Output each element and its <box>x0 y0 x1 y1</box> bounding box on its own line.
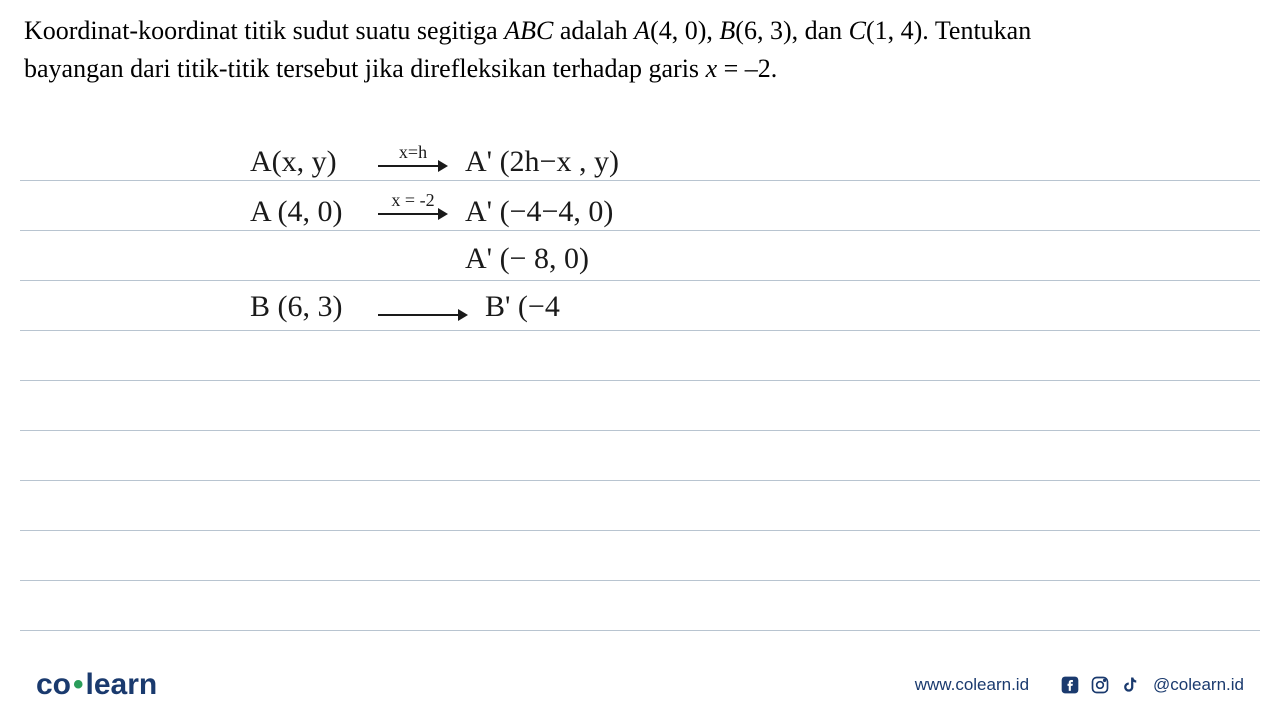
social-handle: @colearn.id <box>1153 675 1244 695</box>
ruled-line <box>20 280 1260 281</box>
arrow-1: x=h <box>378 142 448 173</box>
ruled-line <box>20 630 1260 631</box>
hw-l4-right: B' (−4 <box>485 290 560 324</box>
arrow-2: x = -2 <box>378 190 448 221</box>
text: bayangan dari titik-titik tersebut jika … <box>24 54 706 83</box>
hw-l1-left: A(x, y) <box>250 145 337 179</box>
arrow-shaft-icon <box>378 159 448 173</box>
coords-b: (6, 3), dan <box>735 16 848 45</box>
instagram-icon <box>1089 674 1111 696</box>
coords-a: (4, 0), <box>650 16 719 45</box>
hw-l2-right: A' (−4−4, 0) <box>465 195 613 229</box>
eq: = –2. <box>717 54 777 83</box>
text: Koordinat-koordinat titik sudut suatu se… <box>24 16 504 45</box>
text: adalah <box>553 16 634 45</box>
ruled-line <box>20 530 1260 531</box>
ruled-line <box>20 480 1260 481</box>
brand-co: co <box>36 668 71 701</box>
brand-logo: co•learn <box>36 668 157 702</box>
ruled-line <box>20 380 1260 381</box>
brand-learn: learn <box>86 668 158 701</box>
website-url: www.colearn.id <box>915 675 1029 695</box>
abc: ABC <box>504 16 553 45</box>
problem-statement: Koordinat-koordinat titik sudut suatu se… <box>0 0 1280 87</box>
hw-l3-right: A' (− 8, 0) <box>465 242 589 276</box>
ruled-line <box>20 230 1260 231</box>
pt-b: B <box>719 16 735 45</box>
footer: co•learn www.colearn.id @colearn.id <box>0 650 1280 720</box>
hw-l1-right: A' (2h−x , y) <box>465 145 619 179</box>
pt-a: A <box>634 16 650 45</box>
arrow-3 <box>378 308 468 322</box>
notebook-area: A(x, y) x=h A' (2h−x , y) A (4, 0) x = -… <box>0 160 1280 650</box>
facebook-icon <box>1059 674 1081 696</box>
tiktok-icon <box>1119 674 1141 696</box>
pt-c: C <box>849 16 866 45</box>
brand-dot: • <box>73 668 84 701</box>
ruled-line <box>20 580 1260 581</box>
ruled-line <box>20 180 1260 181</box>
arrow-shaft-icon <box>378 308 468 322</box>
hw-l4-left: B (6, 3) <box>250 290 343 324</box>
coords-c: (1, 4). Tentukan <box>866 16 1031 45</box>
hw-l2-left: A (4, 0) <box>250 195 343 229</box>
ruled-line <box>20 330 1260 331</box>
footer-right: www.colearn.id @colearn.id <box>915 674 1244 696</box>
arrow-shaft-icon <box>378 207 448 221</box>
social-icons: @colearn.id <box>1059 674 1244 696</box>
var-x: x <box>706 54 718 83</box>
ruled-line <box>20 430 1260 431</box>
